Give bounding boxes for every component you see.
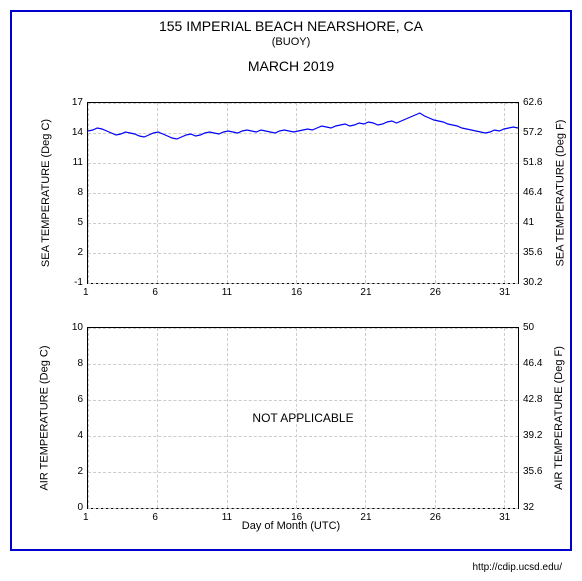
grid-line-vertical xyxy=(435,328,436,508)
y-tick-label-f: 57.2 xyxy=(523,127,542,138)
air-temp-plot: NOT APPLICABLE 161116212631032235.6439.2… xyxy=(87,327,519,509)
x-tick-label: 1 xyxy=(83,287,89,298)
grid-line-vertical xyxy=(88,328,89,508)
y-tick-label-c: 0 xyxy=(77,502,83,513)
air-ylabel-f: AIR TEMPERATURE (Deg F) xyxy=(553,346,565,490)
outer-border: 155 IMPERIAL BEACH NEARSHORE, CA (BUOY) … xyxy=(10,10,572,551)
x-axis-label: Day of Month (UTC) xyxy=(12,520,570,532)
y-tick-label-f: 46.4 xyxy=(523,187,542,198)
y-tick-label-c: 10 xyxy=(72,322,83,333)
not-applicable-text: NOT APPLICABLE xyxy=(252,411,353,425)
air-ylabel-c: AIR TEMPERATURE (Deg C) xyxy=(39,345,51,490)
y-tick-label-c: 14 xyxy=(72,127,83,138)
grid-line-horizontal xyxy=(88,508,518,509)
y-tick-label-c: 11 xyxy=(73,157,83,168)
grid-line-horizontal xyxy=(88,400,518,401)
sea-temp-plot: 161116212631-130.2235.6541846.41151.8145… xyxy=(87,102,519,284)
grid-line-vertical xyxy=(157,328,158,508)
x-tick-label: 26 xyxy=(430,287,441,298)
grid-line-vertical xyxy=(504,328,505,508)
chart-title: 155 IMPERIAL BEACH NEARSHORE, CA xyxy=(12,18,570,34)
y-tick-label-c: 5 xyxy=(77,217,83,228)
grid-line-vertical xyxy=(365,328,366,508)
chart-container: 155 IMPERIAL BEACH NEARSHORE, CA (BUOY) … xyxy=(0,0,582,581)
y-tick-label-c: 4 xyxy=(77,430,83,441)
y-tick-label-c: 2 xyxy=(77,466,83,477)
y-tick-label-f: 30.2 xyxy=(523,277,542,288)
y-tick-label-c: 17 xyxy=(72,97,83,108)
sea-ylabel-c: SEA TEMPERATURE (Deg C) xyxy=(40,119,52,267)
grid-line-vertical xyxy=(296,328,297,508)
y-tick-label-f: 46.4 xyxy=(523,358,542,369)
y-tick-label-f: 39.2 xyxy=(523,430,542,441)
grid-line-horizontal xyxy=(88,472,518,473)
grid-line-horizontal xyxy=(88,364,518,365)
y-tick-label-c: 6 xyxy=(77,394,83,405)
grid-line-horizontal xyxy=(88,436,518,437)
x-tick-label: 11 xyxy=(222,287,232,298)
footer-url: http://cdip.ucsd.edu/ xyxy=(472,562,562,573)
grid-line-horizontal xyxy=(88,328,518,329)
chart-subtitle: (BUOY) xyxy=(12,36,570,48)
y-tick-label-c: 2 xyxy=(77,247,83,258)
y-tick-label-f: 51.8 xyxy=(523,157,542,168)
sea-temp-line xyxy=(88,103,518,283)
y-tick-label-f: 35.6 xyxy=(523,247,542,258)
sea-ylabel-f: SEA TEMPERATURE (Deg F) xyxy=(554,120,566,267)
y-tick-label-f: 32 xyxy=(523,502,534,513)
y-tick-label-f: 35.6 xyxy=(523,466,542,477)
x-tick-label: 21 xyxy=(360,287,371,298)
x-tick-label: 16 xyxy=(291,287,302,298)
x-tick-label: 31 xyxy=(499,287,510,298)
grid-line-horizontal xyxy=(88,283,518,284)
y-tick-label-f: 62.6 xyxy=(523,97,542,108)
y-tick-label-f: 42.8 xyxy=(523,394,542,405)
y-tick-label-c: 8 xyxy=(77,187,83,198)
y-tick-label-f: 50 xyxy=(523,322,534,333)
y-tick-label-c: 8 xyxy=(77,358,83,369)
y-tick-label-c: -1 xyxy=(74,277,83,288)
chart-month: MARCH 2019 xyxy=(12,58,570,74)
y-tick-label-f: 41 xyxy=(523,217,534,228)
grid-line-vertical xyxy=(227,328,228,508)
x-tick-label: 6 xyxy=(152,287,158,298)
